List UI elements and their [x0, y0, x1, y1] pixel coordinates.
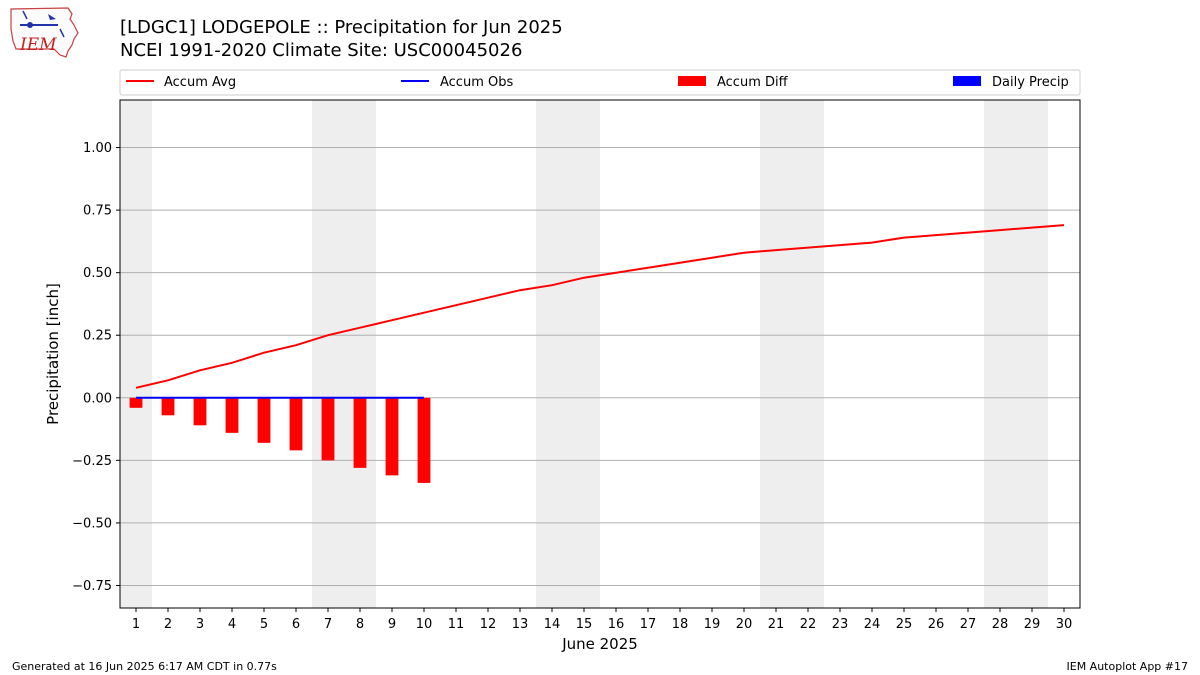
x-tick-label-3: 3 [196, 617, 204, 632]
plot-frame [119, 99, 1081, 609]
weekend-shade-0 [120, 100, 152, 608]
chart-subtitle: NCEI 1991-2020 Climate Site: USC00045026 [120, 40, 523, 61]
series-lines [135, 224, 1065, 399]
x-tick-label-16: 16 [608, 617, 625, 632]
y-tick-label-4: 0.25 [83, 329, 112, 344]
accum-diff-bar-8 [353, 397, 367, 468]
y-tick-label-1: −0.50 [72, 516, 112, 531]
x-tick-label-20: 20 [736, 617, 753, 632]
y-tick-label-6: 0.75 [83, 204, 112, 219]
generated-timestamp: Generated at 16 Jun 2025 6:17 AM CDT in … [12, 660, 277, 673]
x-tick-label-14: 14 [544, 617, 561, 632]
diff-bars [129, 397, 431, 483]
accum-diff-bar-1 [129, 397, 143, 408]
x-axis-label: June 2025 [561, 635, 638, 653]
y-tick-label-5: 0.50 [83, 266, 112, 281]
x-tick-label-17: 17 [640, 617, 657, 632]
y-tick-label-3: 0.00 [83, 391, 112, 406]
legend-daily-swatch [953, 76, 981, 86]
y-axis: −0.75 −0.50 −0.25 0.00 0.25 0.50 0.75 1.00 [72, 141, 120, 594]
accum-diff-bar-4 [225, 397, 239, 433]
legend: Accum Avg Accum Obs Accum Diff Daily Pre… [119, 69, 1081, 96]
accum-diff-bar-6 [289, 397, 303, 451]
y-axis-label: Precipitation [inch] [44, 283, 62, 425]
x-axis: 1 2 3 4 5 6 7 8 9 10 11 12 13 14 15 16 17 18 19 20 21 22 23 24 2… [132, 608, 1072, 632]
accum-diff-bar-3 [193, 397, 207, 426]
x-tick-label-2: 2 [164, 617, 172, 632]
x-tick-label-27: 27 [960, 617, 977, 632]
iem-logo-icon: IEM [10, 7, 79, 58]
x-tick-label-21: 21 [768, 617, 785, 632]
iem-logo: IEM [10, 7, 79, 58]
weekend-shade-4 [984, 100, 1048, 608]
weekend-shade-1 [312, 100, 376, 608]
x-tick-label-5: 5 [260, 617, 268, 632]
x-tick-label-11: 11 [448, 617, 465, 632]
x-tick-label-28: 28 [992, 617, 1009, 632]
x-tick-label-1: 1 [132, 617, 140, 632]
legend-diff-label: Accum Diff [717, 75, 789, 90]
accum-diff-bar-2 [161, 397, 175, 416]
iem-logo-text: IEM [19, 35, 57, 55]
x-tick-label-13: 13 [512, 617, 529, 632]
x-tick-label-18: 18 [672, 617, 689, 632]
x-tick-label-29: 29 [1024, 617, 1041, 632]
accum-diff-bar-10 [417, 397, 431, 483]
x-tick-label-25: 25 [896, 617, 913, 632]
x-tick-label-23: 23 [832, 617, 849, 632]
x-tick-label-8: 8 [356, 617, 364, 632]
accum-diff-bar-9 [385, 397, 399, 476]
y-tick-label-2: −0.25 [72, 454, 112, 469]
accum-avg-line [135, 224, 1065, 389]
weekend-shade-2 [536, 100, 600, 608]
accum-diff-bar-7 [321, 397, 335, 461]
x-tick-label-6: 6 [292, 617, 300, 632]
x-tick-label-4: 4 [228, 617, 236, 632]
legend-diff-swatch [678, 76, 706, 86]
x-tick-label-26: 26 [928, 617, 945, 632]
y-tick-label-7: 1.00 [83, 141, 112, 156]
legend-daily-label: Daily Precip [992, 75, 1069, 90]
legend-box [119, 69, 1081, 96]
x-tick-label-12: 12 [480, 617, 497, 632]
x-tick-label-9: 9 [388, 617, 396, 632]
legend-avg-label: Accum Avg [164, 75, 236, 90]
chart-title: [LDGC1] LODGEPOLE :: Precipitation for J… [120, 17, 563, 38]
weekend-shade-3 [760, 100, 824, 608]
x-tick-label-22: 22 [800, 617, 817, 632]
legend-obs-label: Accum Obs [440, 75, 513, 90]
y-tick-label-0: −0.75 [72, 579, 112, 594]
x-tick-label-10: 10 [416, 617, 433, 632]
app-label: IEM Autoplot App #17 [1066, 660, 1189, 673]
x-tick-label-7: 7 [324, 617, 332, 632]
accum-diff-bar-5 [257, 397, 271, 443]
x-tick-label-24: 24 [864, 617, 881, 632]
x-tick-label-19: 19 [704, 617, 721, 632]
x-tick-label-30: 30 [1056, 617, 1073, 632]
x-tick-label-15: 15 [576, 617, 593, 632]
